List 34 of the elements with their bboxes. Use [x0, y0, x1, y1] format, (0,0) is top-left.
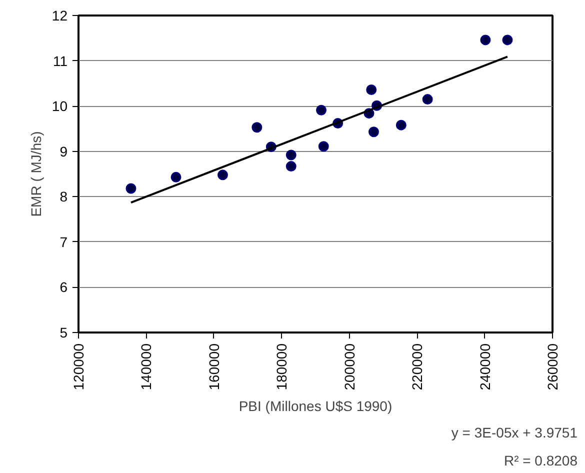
point: [422, 94, 433, 105]
point: [217, 170, 228, 180]
y-tick-label: 5: [60, 324, 68, 340]
x-tick-label: 120000: [70, 343, 86, 390]
x-tick-label: 140000: [138, 343, 154, 390]
point: [252, 122, 262, 133]
point: [396, 120, 406, 130]
x-axis-title: PBI (Millones U$S 1990): [238, 398, 392, 414]
point: [286, 150, 296, 160]
y-tick-label: 6: [60, 279, 68, 296]
point: [480, 34, 491, 46]
x-tick-label: 160000: [206, 343, 222, 390]
x-tick-label: 200000: [341, 343, 358, 390]
text: y = 3E-05x + 3.9751: [451, 424, 578, 440]
point: [286, 161, 296, 172]
text: R² = 0.8208: [504, 452, 578, 468]
y-tick-label: 10: [52, 98, 68, 114]
y-tick-label: 8: [60, 188, 68, 205]
x-tick-label: 240000: [476, 343, 493, 390]
x-tick-label: 180000: [274, 343, 290, 390]
point: [318, 141, 329, 152]
point: [502, 34, 513, 46]
y-tick-label: 12: [52, 8, 68, 24]
x-tick-label: 260000: [544, 343, 560, 390]
y-axis-title: EMR ( MJ/hs): [28, 131, 44, 217]
point: [170, 172, 182, 182]
point: [366, 84, 377, 96]
point: [368, 126, 379, 138]
y-tick-label: 9: [60, 143, 68, 160]
y-tick-label: 7: [60, 234, 68, 250]
point: [126, 183, 136, 194]
point: [316, 104, 327, 116]
y-tick-label: 11: [52, 52, 68, 69]
x-tick-label: 220000: [409, 343, 426, 390]
